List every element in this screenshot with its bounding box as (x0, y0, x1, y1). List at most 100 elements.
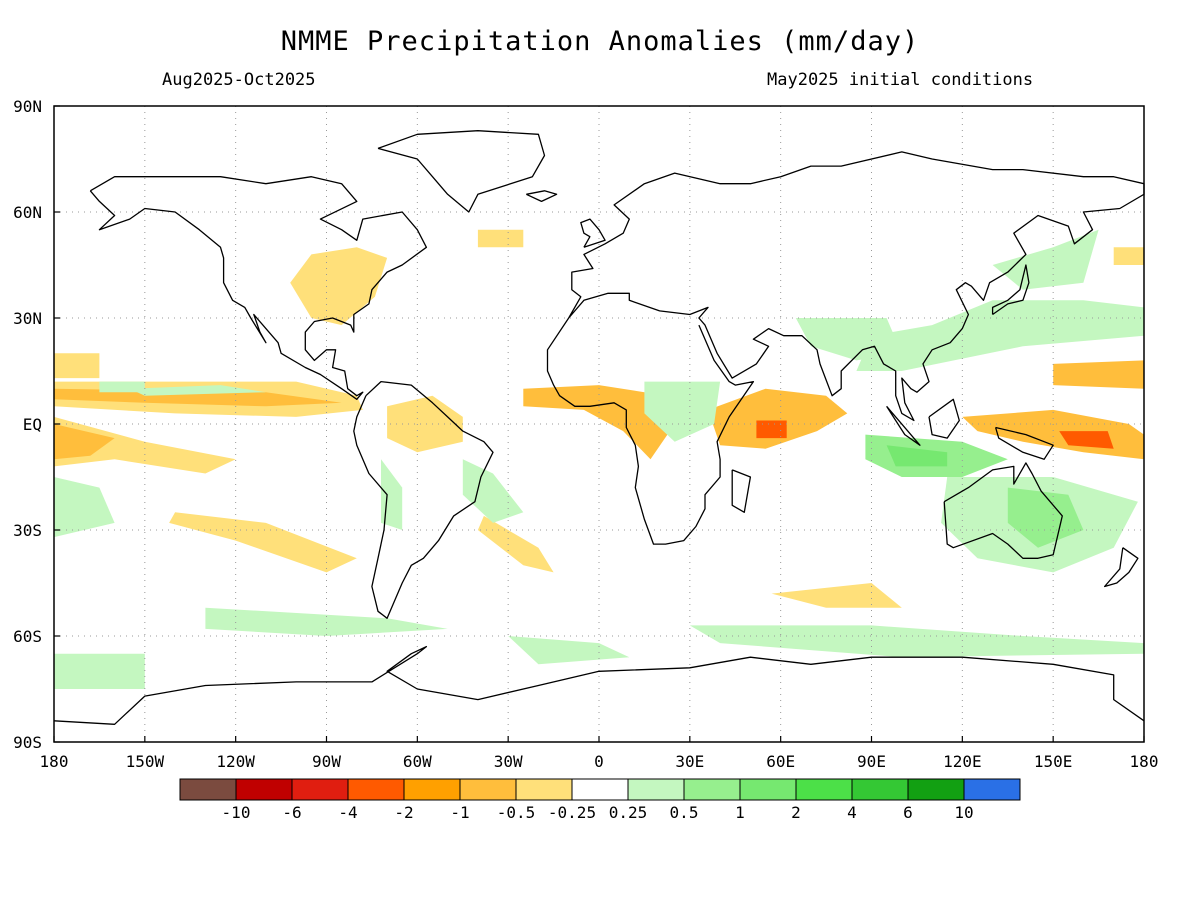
colorbar-swatch-14 (963, 778, 1021, 801)
lon-tick-label-12: 180 (1130, 752, 1159, 771)
colorbar-swatch-12 (851, 778, 909, 801)
colorbar-label-7: 0.25 (609, 803, 648, 822)
anomaly-fills (54, 229, 1144, 689)
coastline-sumatra (886, 405, 921, 446)
anomaly-region-32 (381, 459, 403, 530)
lon-tick-label-3: 90W (312, 752, 341, 771)
anomaly-region-24 (856, 300, 1144, 371)
colorbar-label-5: -0.5 (497, 803, 536, 822)
anomaly-region-11 (477, 515, 554, 573)
lon-tick-label-7: 30E (675, 752, 704, 771)
anomaly-region-1 (54, 388, 342, 407)
coastline-new-guinea (994, 426, 1054, 460)
colorbar-swatch-4 (403, 778, 461, 801)
forecast-period: Aug2025-Oct2025 (162, 70, 316, 90)
colorbar-swatch-10 (739, 778, 797, 801)
coastline-south-america (353, 380, 494, 619)
anomaly-region-21 (54, 653, 145, 689)
chart-title: NMME Precipitation Anomalies (mm/day) (280, 26, 920, 57)
lon-tick-label-11: 150E (1034, 752, 1073, 771)
colorbar-swatch-8 (627, 778, 685, 801)
colorbar-label-3: -2 (394, 803, 413, 822)
anomaly-region-4 (54, 353, 100, 379)
anomaly-region-9 (708, 388, 848, 449)
coastline-australia (943, 462, 1063, 559)
anomaly-region-5 (169, 512, 357, 573)
lon-tick-label-5: 30W (494, 752, 523, 771)
coastline-madagascar (731, 469, 752, 513)
anomaly-region-31 (462, 459, 524, 523)
colorbar-swatch-9 (683, 778, 741, 801)
graticule (54, 106, 1144, 742)
anomaly-region-12 (477, 229, 524, 248)
colorbar-label-0: -10 (222, 803, 251, 822)
coastline-borneo (928, 398, 960, 439)
colorbar-swatch-2 (291, 778, 349, 801)
colorbar-swatch-5 (459, 778, 517, 801)
colorbar-swatch-0 (179, 778, 237, 801)
anomaly-region-7 (387, 395, 463, 453)
coastline-north-america (89, 176, 428, 400)
initial-conditions: May2025 initial conditions (767, 70, 1034, 90)
coastline-iceland (526, 190, 558, 203)
lon-tick-label-10: 120E (943, 752, 982, 771)
lat-tick-label-5: 60S (13, 627, 42, 646)
coastline-new-zealand (1103, 547, 1139, 588)
anomaly-region-34 (992, 229, 1099, 290)
colorbar-label-10: 2 (791, 803, 801, 822)
colorbar-label-2: -4 (338, 803, 357, 822)
lon-tick-label-4: 60W (403, 752, 432, 771)
lat-tick-label-0: 90N (13, 97, 42, 116)
anomaly-region-17 (1113, 247, 1144, 265)
anomaly-region-22 (689, 625, 1144, 658)
anomaly-region-6 (290, 247, 388, 326)
lat-tick-label-4: 30S (13, 521, 42, 540)
anomaly-region-10 (756, 420, 787, 439)
colorbar-label-9: 1 (735, 803, 745, 822)
lat-tick-label-2: 30N (13, 309, 42, 328)
coastlines (53, 130, 1145, 725)
anomaly-region-13 (962, 409, 1144, 460)
colorbar-label-13: 10 (954, 803, 973, 822)
colorbar-label-6: -0.25 (548, 803, 596, 822)
anomaly-region-19 (54, 477, 115, 538)
colorbar-swatch-7 (571, 778, 629, 801)
colorbar-label-11: 4 (847, 803, 857, 822)
anomaly-region-18 (129, 385, 266, 396)
lon-tick-label-6: 0 (594, 752, 604, 771)
anomaly-region-28 (1007, 487, 1084, 548)
lat-tick-label-1: 60N (13, 203, 42, 222)
coastline-uk (580, 218, 606, 248)
colorbar-label-8: 0.5 (670, 803, 699, 822)
colorbar-swatch-1 (235, 778, 293, 801)
anomaly-region-8 (523, 385, 675, 460)
lon-tick-label-1: 150W (126, 752, 165, 771)
lon-tick-label-9: 90E (857, 752, 886, 771)
anomaly-region-30 (644, 381, 721, 442)
colorbar-label-1: -6 (282, 803, 301, 822)
lon-tick-label-0: 180 (40, 752, 69, 771)
anomaly-region-26 (886, 445, 948, 467)
colorbar: -10 -6 -4 -2 -1 -0.5 -0.25 0.25 0.5 1 2 4 6 10 (179, 778, 1021, 822)
colorbar-swatch-13 (907, 778, 965, 801)
colorbar-label-12: 6 (903, 803, 913, 822)
coastline-antarctica (53, 645, 1145, 725)
anomaly-region-2 (54, 416, 236, 474)
coastline-africa-eurasia (546, 151, 1145, 545)
lat-tick-label-6: 90S (13, 733, 42, 752)
lat-tick-label-3: EQ (23, 415, 42, 434)
lon-tick-label-8: 60E (766, 752, 795, 771)
anomaly-region-15 (1053, 360, 1144, 389)
colorbar-swatch-11 (795, 778, 853, 801)
lon-tick-label-2: 120W (216, 752, 255, 771)
anomaly-region-33 (99, 381, 145, 393)
colorbar-swatch-3 (347, 778, 405, 801)
coastline-japan (991, 264, 1030, 316)
anomaly-region-14 (1059, 431, 1114, 449)
coastline-greenland (377, 130, 546, 213)
anomaly-region-3 (54, 424, 115, 460)
colorbar-swatch-6 (515, 778, 573, 801)
anomaly-region-23 (508, 636, 630, 665)
anomaly-region-29 (795, 318, 902, 361)
